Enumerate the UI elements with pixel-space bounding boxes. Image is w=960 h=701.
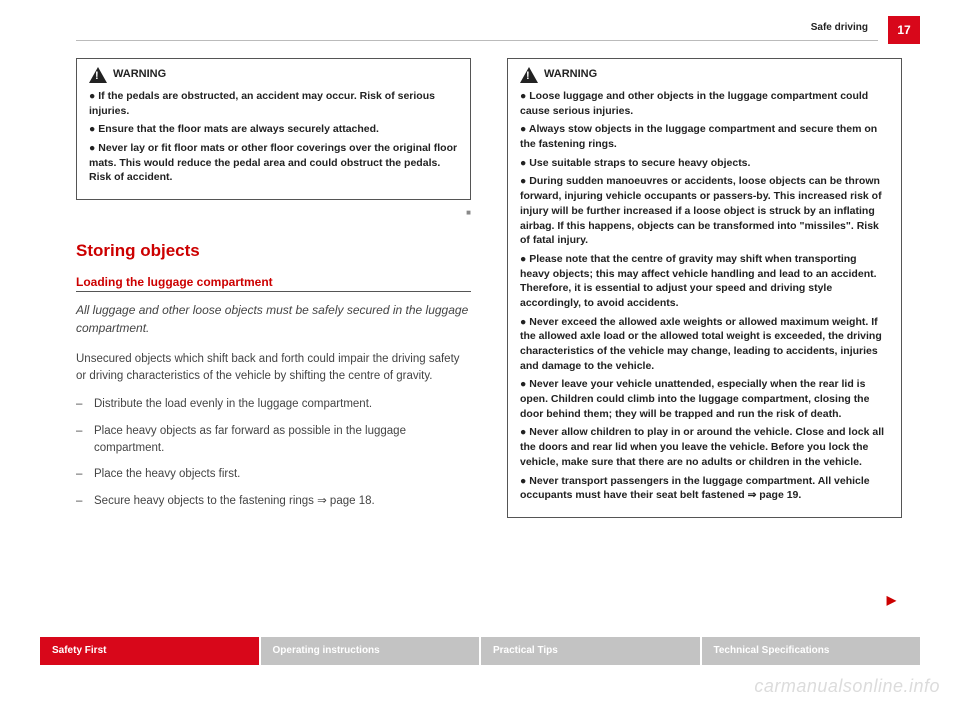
intro-text: All luggage and other loose objects must… [76,302,471,337]
instruction-list: –Distribute the load evenly in the lugga… [76,396,471,509]
warning-bullet: During sudden manoeuvres or accidents, l… [520,174,889,247]
continue-arrow-icon: ▶ [887,593,896,607]
list-item: –Distribute the load evenly in the lugga… [76,396,471,413]
warning-bullet: Please note that the centre of gravity m… [520,252,889,311]
warning-bullet: Never lay or fit floor mats or other flo… [89,141,458,185]
list-item-text: Place the heavy objects first. [94,466,240,483]
list-item: –Place the heavy objects first. [76,466,471,483]
warning-heading: WARNING [89,67,458,83]
body-paragraph: Unsecured objects which shift back and f… [76,351,471,384]
left-column: WARNING If the pedals are obstructed, an… [76,58,471,613]
footer-tabs: Safety First Operating instructions Prac… [40,637,920,665]
page-number: 17 [888,16,920,44]
page: Safe driving 17 WARNING If the pedals ar… [0,0,960,701]
footer-tab-safety[interactable]: Safety First [40,637,261,665]
warning-triangle-icon [520,67,538,83]
warning-triangle-icon [89,67,107,83]
subsection-rule [76,291,471,292]
warning-bullet: If the pedals are obstructed, an acciden… [89,89,458,118]
footer-tab-technical[interactable]: Technical Specifications [702,637,921,665]
warning-bullet: Never transport passengers in the luggag… [520,474,889,503]
list-item: –Place heavy objects as far forward as p… [76,423,471,456]
warning-label: WARNING [544,67,597,82]
list-item: –Secure heavy objects to the fastening r… [76,493,471,510]
footer-tab-operating[interactable]: Operating instructions [261,637,482,665]
subsection-title: Loading the luggage compartment [76,275,471,289]
header-section-title: Safe driving [811,22,868,33]
header-rule [76,40,878,41]
warning-bullet: Never exceed the allowed axle weights or… [520,315,889,374]
list-item-text: Distribute the load evenly in the luggag… [94,396,372,413]
warning-bullet: Ensure that the floor mats are always se… [89,122,458,137]
warning-box-right: WARNING Loose luggage and other objects … [507,58,902,518]
footer-tab-practical[interactable]: Practical Tips [481,637,702,665]
warning-box-left: WARNING If the pedals are obstructed, an… [76,58,471,200]
warning-bullet: Never allow children to play in or aroun… [520,425,889,469]
content-columns: WARNING If the pedals are obstructed, an… [76,58,902,613]
warning-bullet: Never leave your vehicle unattended, esp… [520,377,889,421]
warning-heading: WARNING [520,67,889,83]
list-item-text: Place heavy objects as far forward as po… [94,423,471,456]
page-header: Safe driving 17 [76,22,920,44]
warning-bullet: Use suitable straps to secure heavy obje… [520,156,889,171]
watermark-text: carmanualsonline.info [754,676,940,697]
section-title: Storing objects [76,241,471,261]
warning-label: WARNING [113,67,166,82]
right-column: WARNING Loose luggage and other objects … [507,58,902,613]
warning-bullet: Always stow objects in the luggage compa… [520,122,889,151]
list-item-text: Secure heavy objects to the fastening ri… [94,493,375,510]
warning-bullet: Loose luggage and other objects in the l… [520,89,889,118]
section-end-mark: ■ [76,208,471,217]
